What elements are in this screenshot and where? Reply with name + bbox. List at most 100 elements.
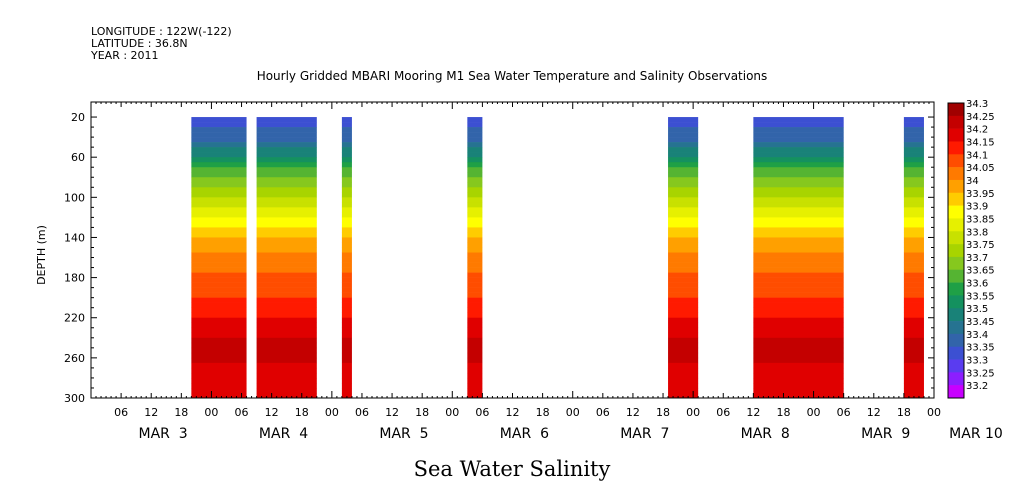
y-tick-label: 140 xyxy=(64,231,85,244)
data-cell xyxy=(341,132,352,138)
data-cell xyxy=(191,237,247,243)
data-cell xyxy=(903,367,924,374)
data-cell xyxy=(668,337,699,344)
data-cell xyxy=(753,232,844,238)
data-cell xyxy=(753,157,844,163)
data-cell xyxy=(256,242,317,248)
x-tick-label: 00 xyxy=(204,406,218,419)
data-cell xyxy=(467,147,483,153)
data-cell xyxy=(753,252,844,258)
data-cell xyxy=(903,252,924,258)
data-cell xyxy=(256,177,317,183)
data-cell xyxy=(668,387,699,394)
data-cell xyxy=(467,162,483,168)
x-tick-label: 12 xyxy=(385,406,399,419)
x-day-labels: MAR 3 MAR 4 MAR 5 MAR 6 MAR 7 MAR 8 MAR 9 MAR 1… xyxy=(139,426,1003,442)
data-cell xyxy=(668,287,699,293)
x-axis-label: Sea Water Salinity xyxy=(414,457,611,481)
data-cell xyxy=(191,227,247,233)
data-cell xyxy=(191,157,247,163)
data-cell xyxy=(668,262,699,268)
data-cell xyxy=(256,292,317,298)
data-cell xyxy=(341,367,352,374)
data-cell xyxy=(256,257,317,263)
data-cell xyxy=(668,117,699,123)
x-day-label: MAR 8 xyxy=(741,426,790,442)
y-tick-label: 180 xyxy=(64,272,85,285)
data-cell xyxy=(668,202,699,208)
x-day-label: MAR 5 xyxy=(379,426,428,442)
data-cell xyxy=(903,132,924,138)
data-cell xyxy=(903,167,924,173)
data-cell xyxy=(668,322,699,329)
y-tick-label: 100 xyxy=(64,191,85,204)
x-tick-label: 18 xyxy=(415,406,429,419)
data-cell xyxy=(467,192,483,198)
data-cell xyxy=(467,337,483,344)
data-cell xyxy=(341,137,352,143)
data-cell xyxy=(191,127,247,133)
data-cell xyxy=(668,392,699,399)
data-cell xyxy=(256,387,317,394)
data-cell xyxy=(341,122,352,128)
data-cell xyxy=(191,252,247,258)
data-cell xyxy=(753,132,844,138)
data-cell xyxy=(256,377,317,384)
data-cell xyxy=(341,257,352,263)
data-cell xyxy=(341,172,352,178)
data-cell xyxy=(668,147,699,153)
data-cell xyxy=(191,392,247,399)
data-cell xyxy=(191,362,247,369)
data-cell xyxy=(341,237,352,243)
data-cell xyxy=(341,322,352,329)
data-cell xyxy=(341,192,352,198)
colorbar-label: 33.85 xyxy=(966,214,995,225)
longitude-label: LONGITUDE : 122W(-122) xyxy=(91,25,232,38)
data-cell xyxy=(467,117,483,123)
colorbar-label: 34.15 xyxy=(966,137,995,148)
data-cell xyxy=(753,362,844,369)
y-tick-label: 20 xyxy=(71,111,85,124)
colorbar-label: 33.35 xyxy=(966,343,995,354)
data-cell xyxy=(668,272,699,278)
x-tick-label: 18 xyxy=(295,406,309,419)
data-cell xyxy=(341,147,352,153)
colorbar-border xyxy=(947,102,965,399)
data-cell xyxy=(668,227,699,233)
x-tick-label: 06 xyxy=(114,406,128,419)
data-cell xyxy=(191,192,247,198)
data-cell xyxy=(467,122,483,128)
data-cell xyxy=(668,342,699,349)
colorbar-swatch xyxy=(948,282,964,296)
data-cell xyxy=(753,327,844,334)
data-cell xyxy=(256,352,317,359)
data-cell xyxy=(341,177,352,183)
data-cell xyxy=(753,392,844,399)
data-cell xyxy=(668,222,699,228)
data-cell xyxy=(903,382,924,389)
data-cell xyxy=(256,317,317,324)
data-cell xyxy=(191,152,247,158)
data-cell xyxy=(753,142,844,148)
colorbar-label: 33.75 xyxy=(966,240,995,251)
data-cell xyxy=(903,362,924,369)
data-cell xyxy=(341,162,352,168)
colorbar-swatch xyxy=(948,295,964,309)
data-cell xyxy=(903,262,924,268)
data-cell xyxy=(903,272,924,278)
data-cell xyxy=(903,357,924,364)
data-cell xyxy=(753,192,844,198)
x-tick-label: 06 xyxy=(235,406,249,419)
y-axis-label: DEPTH (m) xyxy=(35,225,48,285)
data-cell xyxy=(256,297,317,303)
data-cell xyxy=(467,257,483,263)
x-tick-label: 18 xyxy=(776,406,790,419)
data-cell xyxy=(753,382,844,389)
data-cell xyxy=(903,387,924,394)
data-cell xyxy=(467,232,483,238)
data-cell xyxy=(903,307,924,314)
data-cell xyxy=(467,207,483,213)
data-cell xyxy=(341,127,352,133)
data-cell xyxy=(341,307,352,314)
data-cell xyxy=(668,257,699,263)
